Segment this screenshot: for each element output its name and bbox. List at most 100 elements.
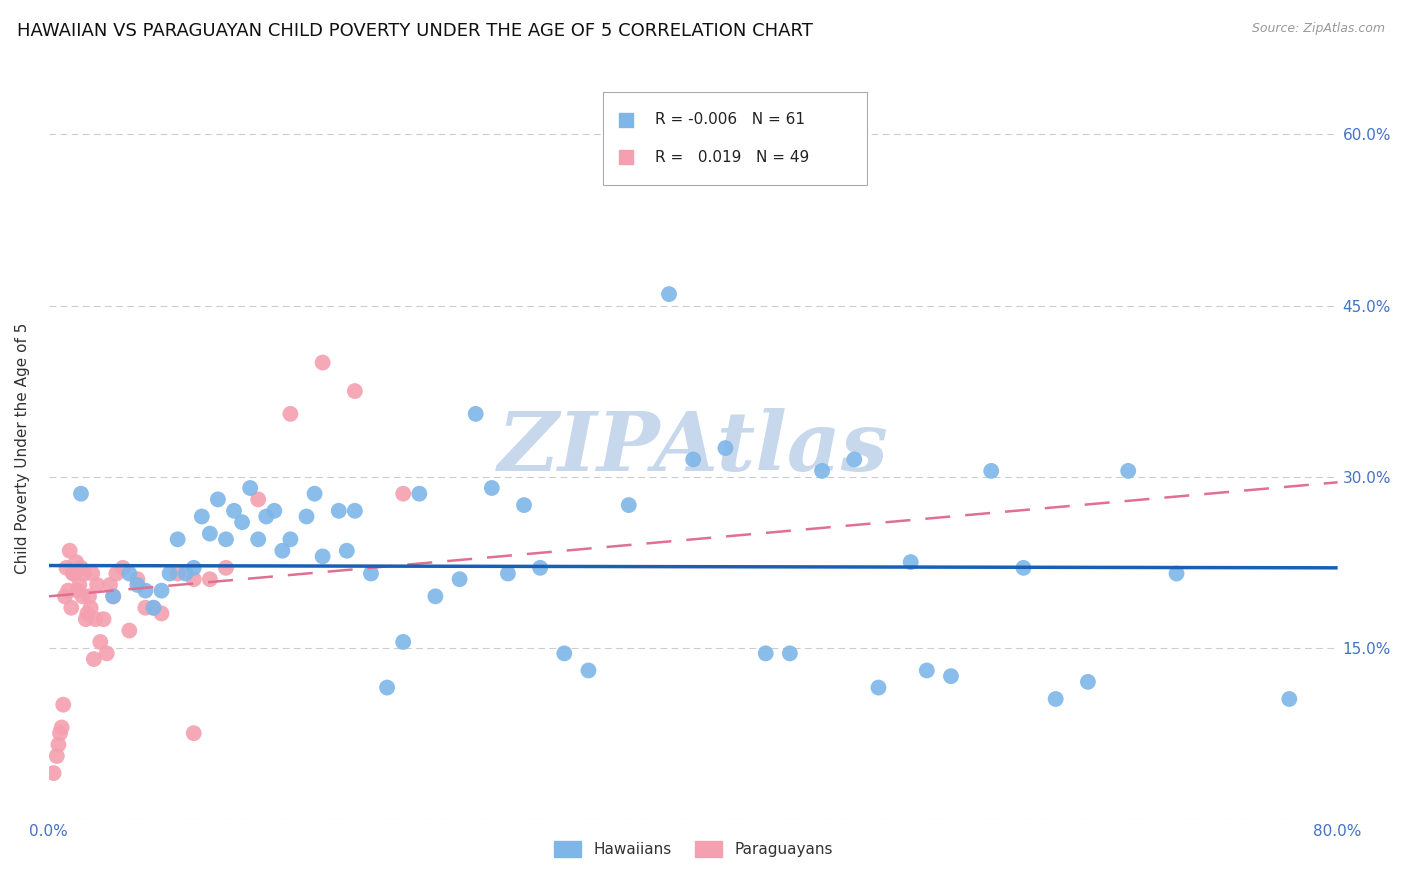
Point <box>271 543 294 558</box>
Point <box>62 566 84 581</box>
Point <box>174 566 197 581</box>
Point <box>198 572 221 586</box>
Point <box>529 561 551 575</box>
Point <box>215 533 238 547</box>
Point <box>1116 464 1139 478</box>
Point <box>481 481 503 495</box>
Point <box>336 543 359 558</box>
Point <box>118 624 141 638</box>
Point <box>56 583 79 598</box>
Point <box>45 749 67 764</box>
Point <box>73 566 96 581</box>
Point <box>868 681 890 695</box>
Point <box>105 566 128 581</box>
Point <box>142 600 165 615</box>
Point <box>1077 674 1099 689</box>
Point <box>360 566 382 581</box>
Point <box>86 578 108 592</box>
Point <box>84 612 107 626</box>
Point <box>980 464 1002 478</box>
Point <box>60 600 83 615</box>
Point <box>464 407 486 421</box>
Point <box>111 561 134 575</box>
Point <box>65 555 87 569</box>
Point <box>98 578 121 592</box>
Point <box>183 726 205 740</box>
Point <box>70 561 93 575</box>
Point <box>658 287 681 301</box>
Point <box>103 590 125 604</box>
Point <box>939 669 962 683</box>
Point <box>247 492 270 507</box>
Point <box>89 635 111 649</box>
Point <box>67 578 90 592</box>
Point <box>263 504 285 518</box>
Point <box>198 526 221 541</box>
Y-axis label: Child Poverty Under the Age of 5: Child Poverty Under the Age of 5 <box>15 322 30 574</box>
Point <box>142 600 165 615</box>
Point <box>51 721 73 735</box>
Point <box>82 566 104 581</box>
Point <box>207 492 229 507</box>
Point <box>183 572 205 586</box>
Point <box>53 590 76 604</box>
Point <box>134 600 156 615</box>
Point <box>159 566 181 581</box>
Point <box>49 726 72 740</box>
Text: Source: ZipAtlas.com: Source: ZipAtlas.com <box>1251 22 1385 36</box>
Point <box>311 355 333 369</box>
Point <box>48 738 70 752</box>
Point <box>513 498 536 512</box>
Point <box>93 612 115 626</box>
Point <box>343 384 366 398</box>
Point <box>215 561 238 575</box>
Point <box>183 561 205 575</box>
Point <box>755 646 778 660</box>
Point <box>72 590 94 604</box>
Point <box>166 533 188 547</box>
Point <box>328 504 350 518</box>
Point <box>239 481 262 495</box>
Point <box>254 509 277 524</box>
Point <box>103 590 125 604</box>
Point <box>127 578 149 592</box>
Point <box>118 566 141 581</box>
Point <box>55 561 77 575</box>
Point <box>231 515 253 529</box>
Point <box>59 543 82 558</box>
Point <box>682 452 704 467</box>
Point <box>900 555 922 569</box>
Point <box>311 549 333 564</box>
Point <box>127 572 149 586</box>
Point <box>83 652 105 666</box>
Point <box>222 504 245 518</box>
Point <box>304 486 326 500</box>
Point <box>280 407 302 421</box>
Point <box>150 583 173 598</box>
Point <box>844 452 866 467</box>
Point <box>617 498 640 512</box>
Point <box>52 698 75 712</box>
Point <box>150 607 173 621</box>
Point <box>166 566 188 581</box>
Point <box>1166 566 1188 581</box>
Point <box>63 566 86 581</box>
Text: ZIPAtlas: ZIPAtlas <box>498 408 889 488</box>
Legend: Hawaiians, Paraguayans: Hawaiians, Paraguayans <box>547 835 839 863</box>
Point <box>375 681 398 695</box>
Point <box>134 583 156 598</box>
Point <box>280 533 302 547</box>
Point <box>96 646 118 660</box>
Point <box>392 635 415 649</box>
Point <box>66 583 89 598</box>
Point <box>811 464 834 478</box>
Point <box>295 509 318 524</box>
Point <box>714 441 737 455</box>
Text: R =   0.019   N = 49: R = 0.019 N = 49 <box>655 150 808 165</box>
Point <box>915 664 938 678</box>
Point <box>42 766 65 780</box>
Point <box>79 600 101 615</box>
Point <box>1012 561 1035 575</box>
Point <box>779 646 801 660</box>
Point <box>392 486 415 500</box>
